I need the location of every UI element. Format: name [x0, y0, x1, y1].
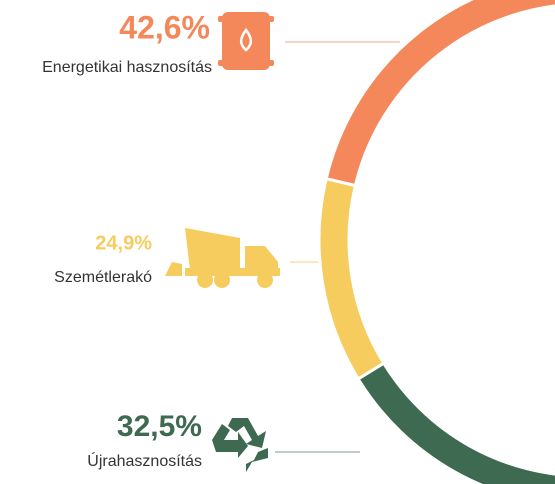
- category-label: Újrahasznosítás: [87, 451, 202, 470]
- value-label: 42,6%: [119, 9, 210, 45]
- donut-segment: [317, 176, 386, 382]
- donut-segment: [324, 0, 555, 188]
- donut-segment: [356, 361, 555, 484]
- energy-icon: [218, 12, 274, 70]
- recycle-icon: [212, 418, 268, 472]
- value-label: 24,9%: [95, 232, 152, 254]
- truck-icon: [165, 228, 280, 288]
- value-label: 32,5%: [117, 410, 202, 443]
- category-label: Szemétlerakó: [54, 269, 152, 286]
- category-label: Energetikai hasznosítás: [42, 59, 212, 76]
